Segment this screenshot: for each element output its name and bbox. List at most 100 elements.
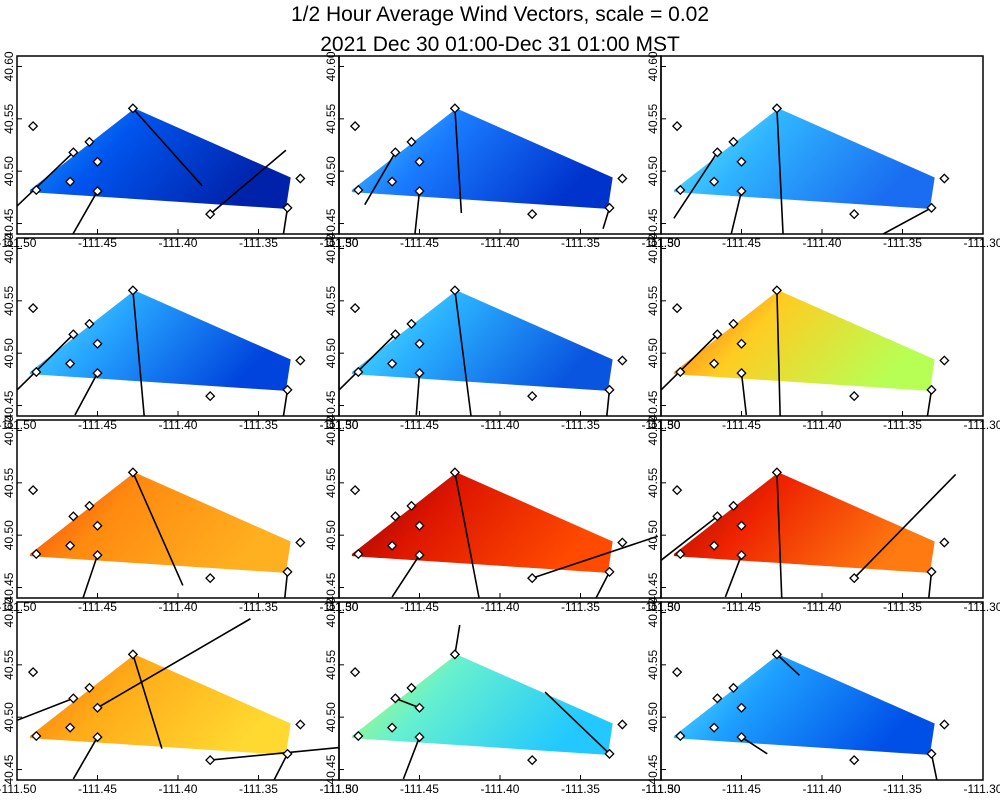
station-marker <box>353 184 364 196</box>
station-marker <box>349 485 361 496</box>
station-marker <box>728 682 739 693</box>
station-marker <box>68 147 79 158</box>
station-marker <box>84 136 95 147</box>
y-tick-label: 40.45 <box>324 390 338 420</box>
station-marker <box>771 103 783 114</box>
station-marker <box>282 748 293 759</box>
y-tick-label: 40.50 <box>2 520 16 550</box>
x-tick-label: -111.40 <box>481 782 520 796</box>
station-marker <box>604 202 615 213</box>
station-marker <box>84 682 95 693</box>
field-shading <box>673 108 935 209</box>
station-marker <box>65 540 76 551</box>
y-tick-label: 40.55 <box>2 467 16 497</box>
x-tick-label: -111.45 <box>400 418 439 432</box>
station-marker <box>68 511 79 522</box>
station-marker <box>926 566 937 577</box>
y-tick-label: 40.50 <box>2 156 16 186</box>
station-marker <box>349 303 361 314</box>
wind-vector <box>415 373 421 416</box>
station-marker <box>675 730 686 742</box>
station-marker <box>712 693 723 704</box>
station-marker <box>282 566 293 577</box>
panel-9: -111.50 -111.45 -111.40 -111.35 -111.3040.45… <box>642 415 1000 614</box>
x-tick-label: -111.45 <box>722 600 761 614</box>
x-tick-label: -111.45 <box>400 236 439 250</box>
y-tick-label: 40.60 <box>324 415 338 445</box>
station-marker <box>84 500 95 511</box>
station-marker <box>353 366 364 378</box>
y-tick-label: 40.50 <box>324 702 338 732</box>
station-marker <box>205 390 216 402</box>
panel-10: -111.50 -111.45 -111.40 -111.35 -111.3040.45… <box>0 597 359 796</box>
y-tick-label: 40.50 <box>646 520 660 550</box>
wind-vector <box>97 618 251 709</box>
station-marker <box>92 338 103 349</box>
station-marker <box>92 156 103 167</box>
y-tick-label: 40.60 <box>324 233 338 263</box>
wind-vector <box>132 654 163 749</box>
wind-vector <box>72 190 99 234</box>
y-tick-label: 40.55 <box>324 103 338 133</box>
y-tick-label: 40.45 <box>2 390 16 420</box>
station-marker <box>31 548 42 560</box>
station-marker <box>449 467 461 478</box>
station-marker <box>736 367 747 379</box>
wind-vector <box>661 333 718 392</box>
station-marker <box>68 693 79 704</box>
x-tick-label: -111.40 <box>803 782 842 796</box>
y-tick-label: 40.50 <box>324 520 338 550</box>
station-marker <box>939 719 950 730</box>
wind-vector <box>273 753 289 780</box>
station-marker <box>65 722 76 733</box>
station-marker <box>771 649 783 660</box>
panel-grid: -111.50 -111.45 -111.40 -111.35 -111.3040.45… <box>0 51 1000 796</box>
y-tick-label: 40.45 <box>646 754 660 784</box>
station-marker <box>604 384 615 395</box>
wind-vector <box>454 290 472 416</box>
x-tick-label: -111.45 <box>400 600 439 614</box>
y-tick-label: 40.45 <box>646 208 660 238</box>
station-marker <box>736 338 747 349</box>
wind-vector <box>853 473 957 579</box>
station-marker <box>604 748 615 759</box>
x-tick-label: -111.35 <box>883 782 922 796</box>
x-tick-label: -111.35 <box>239 418 278 432</box>
y-tick-label: 40.45 <box>2 572 16 602</box>
x-tick-label: -111.45 <box>78 782 117 796</box>
y-tick-label: 40.55 <box>646 285 660 315</box>
x-tick-label: -111.35 <box>883 236 922 250</box>
station-marker <box>527 208 538 220</box>
station-marker <box>414 731 425 743</box>
x-tick-label: -111.50 <box>0 600 37 614</box>
y-tick-label: 40.55 <box>324 467 338 497</box>
station-marker <box>939 173 950 184</box>
wind-vector <box>531 535 659 579</box>
station-marker <box>390 511 401 522</box>
station-marker <box>712 329 723 340</box>
figure-subtitle: 2021 Dec 30 01:00-Dec 31 01:00 MST <box>320 33 680 56</box>
station-marker <box>282 384 293 395</box>
wind-vector <box>209 149 287 215</box>
wind-vector <box>882 207 932 234</box>
station-marker <box>282 202 293 213</box>
station-marker <box>31 184 42 196</box>
station-marker <box>675 548 686 560</box>
station-marker <box>406 318 417 329</box>
station-marker <box>127 285 139 296</box>
station-marker <box>617 537 628 548</box>
station-marker <box>414 520 425 531</box>
station-marker <box>387 540 398 551</box>
wind-vector <box>595 571 611 598</box>
station-marker <box>849 572 860 584</box>
station-marker <box>127 467 139 478</box>
field-shading <box>29 654 291 755</box>
station-marker <box>387 176 398 187</box>
station-marker <box>92 185 103 197</box>
panel-7: -111.50 -111.45 -111.40 -111.35 -111.3040.45… <box>0 415 359 614</box>
wind-vector <box>673 151 719 219</box>
station-marker <box>736 520 747 531</box>
station-marker <box>527 390 538 402</box>
station-marker <box>349 667 361 678</box>
